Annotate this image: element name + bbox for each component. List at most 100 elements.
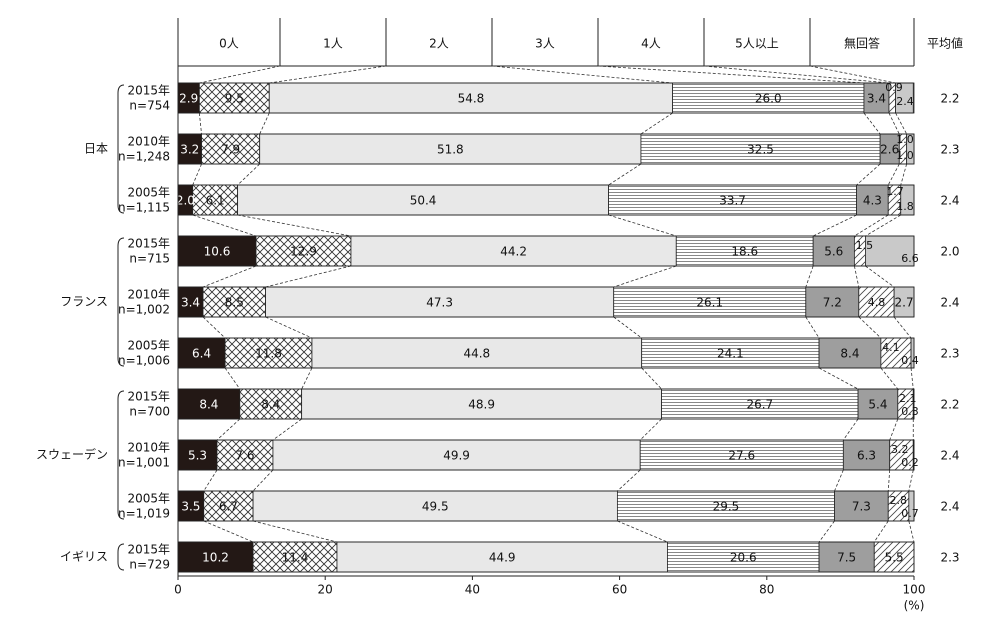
- connector-line: [703, 65, 890, 84]
- x-unit-label: (%): [904, 599, 925, 613]
- bar-segment: [198, 82, 270, 114]
- connector-line: [491, 65, 673, 84]
- data-label: 10.2: [202, 551, 229, 565]
- avg-value-label: 2.3: [940, 551, 959, 565]
- connector-line: [863, 112, 881, 135]
- row-year-label: 2015年: [127, 237, 170, 251]
- header-category-label: 無回答: [844, 36, 880, 51]
- data-label: 8.4: [199, 398, 218, 412]
- connector-line: [818, 367, 859, 390]
- data-label: 4.3: [863, 194, 882, 208]
- data-label: 49.5: [422, 500, 449, 514]
- data-label: 6.3: [857, 449, 876, 463]
- x-tick-label: 40: [465, 583, 480, 597]
- row-n-label: n=1,248: [118, 150, 170, 164]
- connector-line: [856, 163, 881, 186]
- data-label: 7.9: [221, 143, 240, 157]
- data-label: 5.4: [868, 398, 887, 412]
- connector-line: [237, 163, 260, 186]
- row-year-label: 2005年: [127, 492, 170, 506]
- data-label: 1.8: [896, 200, 914, 213]
- connector-line: [639, 418, 662, 441]
- axis-layer: 0 20 40 60 80 100 (%): [174, 66, 925, 613]
- connector-line: [873, 520, 889, 543]
- connector-line: [192, 214, 257, 237]
- data-label: 3.2: [891, 443, 909, 456]
- bar-segment: [268, 82, 673, 114]
- connector-line: [854, 214, 889, 237]
- avg-value-label: 2.3: [940, 347, 959, 361]
- row-n-label: n=729: [129, 558, 170, 572]
- x-tick-label: 60: [612, 583, 627, 597]
- connector-line: [192, 163, 202, 186]
- connector-line: [617, 520, 668, 543]
- x-tick-label: 100: [903, 583, 926, 597]
- data-label: 29.5: [713, 500, 740, 514]
- data-label: 0.4: [901, 354, 919, 367]
- connector-line: [865, 214, 901, 237]
- data-label: 12.9: [290, 245, 317, 259]
- data-label: 2.7: [895, 296, 914, 310]
- header-category-label: 0人: [219, 37, 239, 51]
- connector-line: [895, 112, 907, 135]
- data-label: 3.5: [181, 500, 200, 514]
- row-n-label: n=1,019: [118, 507, 170, 521]
- row-n-label: n=1,001: [118, 456, 170, 470]
- connector-line: [812, 214, 857, 237]
- data-label: 6.1: [206, 194, 225, 208]
- connector-line: [908, 469, 914, 492]
- data-label: 6.4: [192, 347, 211, 361]
- connector-line: [887, 469, 891, 492]
- x-tick-label: 80: [759, 583, 774, 597]
- bar-segment: [873, 541, 915, 573]
- connector-line: [301, 367, 313, 390]
- data-label: 20.6: [730, 551, 757, 565]
- connector-line: [597, 65, 864, 84]
- data-label: 24.1: [717, 347, 744, 361]
- connector-line: [910, 367, 914, 390]
- header-layer: 0人 1人 2人 3人 4人 5人以上 無回答 平均値: [177, 18, 963, 67]
- group-label: 日本: [84, 142, 108, 156]
- connector-line: [202, 316, 226, 339]
- avg-value-label: 2.0: [940, 245, 959, 259]
- connector-line: [865, 265, 895, 288]
- row-n-label: n=715: [129, 252, 170, 266]
- row-n-label: n=700: [129, 405, 170, 419]
- connector-line: [809, 65, 896, 84]
- connector-line: [889, 418, 899, 441]
- data-label: 8.4: [261, 398, 280, 412]
- data-label: 32.5: [747, 143, 774, 157]
- data-label: 2.4: [896, 95, 914, 108]
- bar-segment: [857, 388, 899, 420]
- bar-segment: [202, 286, 266, 318]
- connector-line: [640, 112, 673, 135]
- connector-line: [887, 163, 900, 186]
- data-label: 7.2: [823, 296, 842, 310]
- data-label: 11.4: [282, 551, 309, 565]
- connector-line: [843, 418, 859, 441]
- data-label: 51.8: [437, 143, 464, 157]
- data-label: 9.5: [225, 92, 244, 106]
- data-label: 1.0: [896, 149, 914, 162]
- row-n-label: n=1,115: [118, 201, 170, 215]
- connector-line: [199, 65, 281, 84]
- data-label: 26.1: [696, 296, 723, 310]
- connector-line: [237, 214, 352, 237]
- connector-line: [805, 316, 820, 339]
- bars-layer: [177, 82, 915, 573]
- connector-line: [198, 112, 202, 135]
- bar-segment: [177, 541, 254, 573]
- connector-line: [203, 469, 218, 492]
- bar-segment: [880, 337, 912, 369]
- connector-line: [900, 163, 908, 186]
- connector-line: [202, 265, 257, 288]
- connector-line: [818, 520, 835, 543]
- x-tick-label: 0: [174, 583, 182, 597]
- data-label: 3.4: [181, 296, 200, 310]
- connector-line: [613, 316, 642, 339]
- row-n-label: n=754: [129, 99, 170, 113]
- connector-line: [608, 214, 677, 237]
- bar-segment: [265, 286, 615, 318]
- avg-value-label: 2.4: [940, 500, 959, 514]
